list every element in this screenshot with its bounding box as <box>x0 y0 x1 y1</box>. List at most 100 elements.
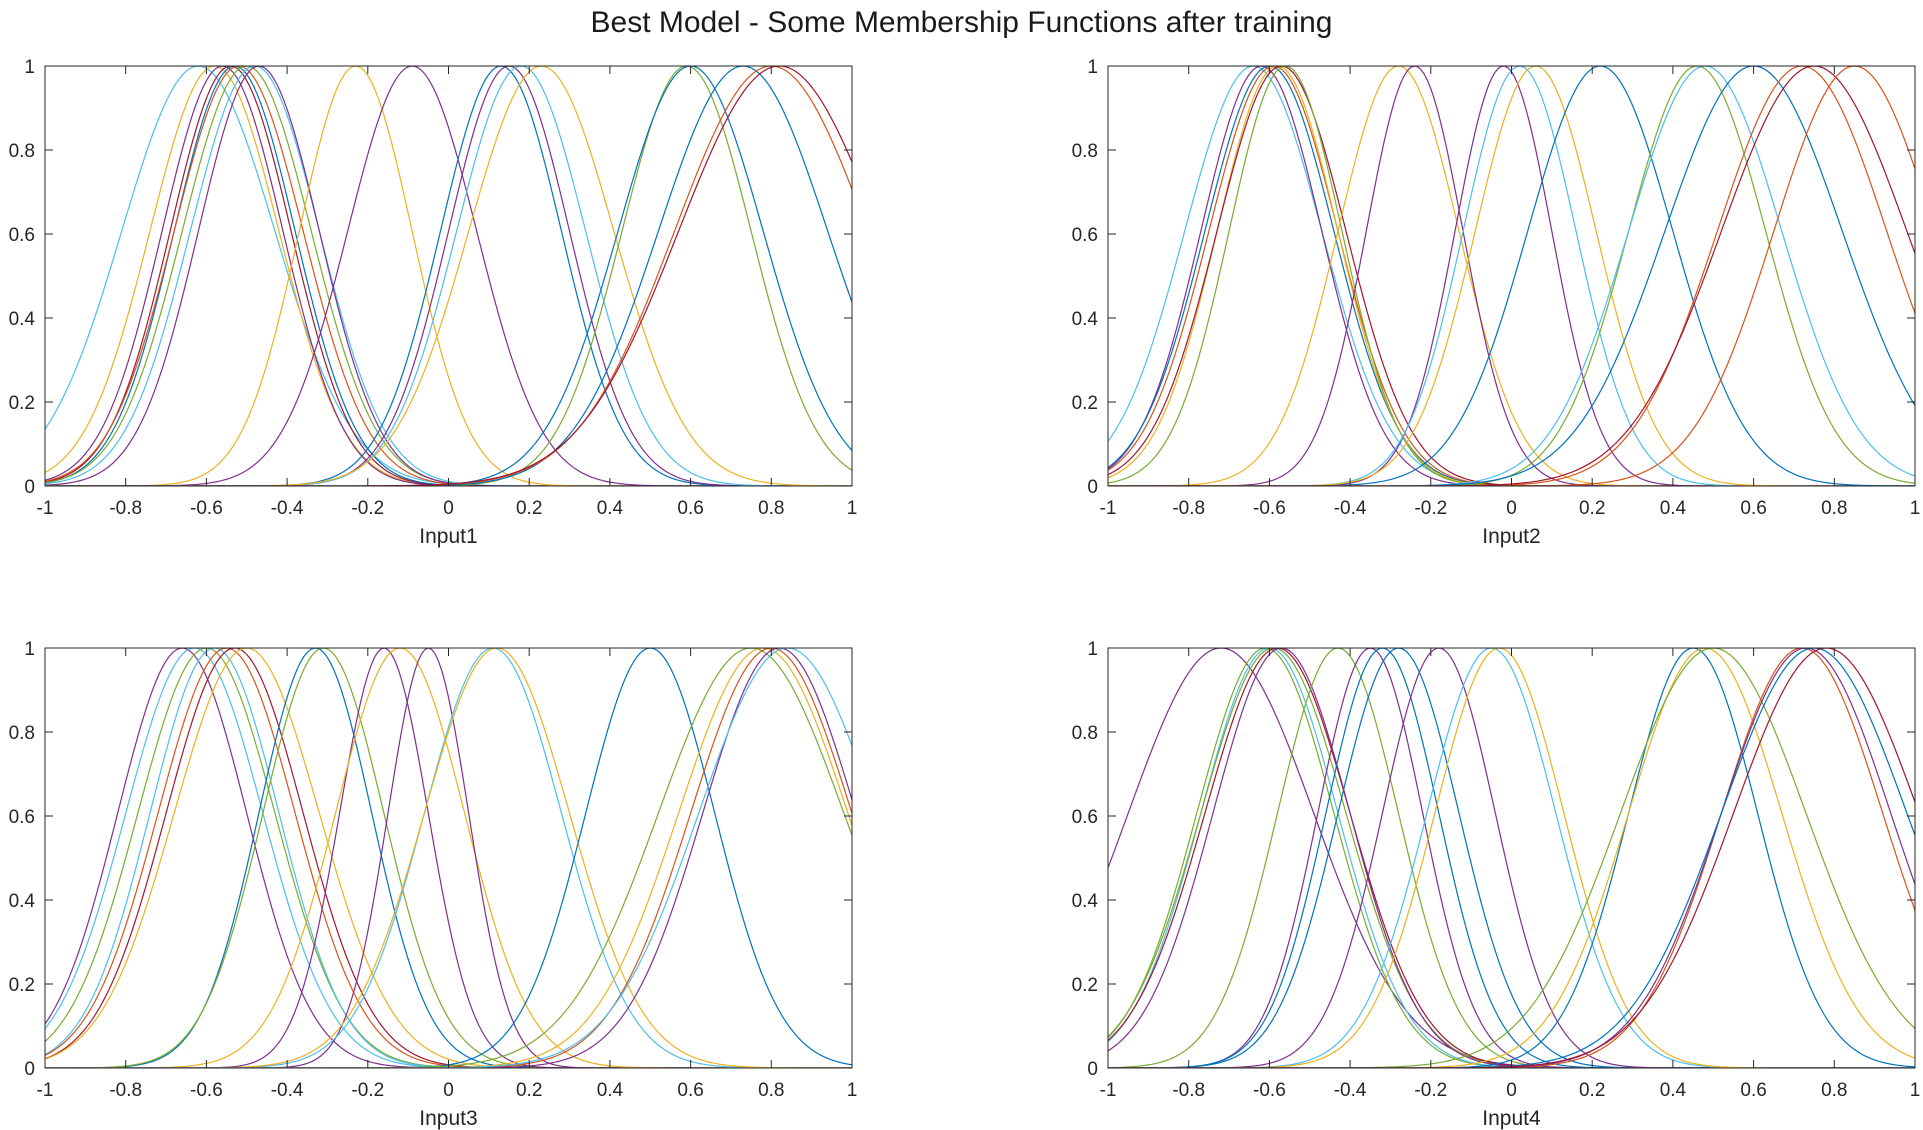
y-tick-label: 0.6 <box>1072 225 1098 246</box>
membership-curve <box>1108 66 1915 486</box>
membership-curve <box>45 648 852 1068</box>
subplot-2: -1 -0.8 -0.6 -0.4 -0.2 0 0.2 0.4 0.6 0.8 1 0 0.2 0.4 0… <box>1072 57 1921 548</box>
x-tick-label: -0.4 <box>271 498 304 519</box>
y-tick-label: 0.2 <box>1072 393 1098 414</box>
membership-curve <box>1108 648 1915 1068</box>
subplot-4: -1 -0.8 -0.6 -0.4 -0.2 0 0.2 0.4 0.6 0.8 1 0 0.2 0.4 0… <box>1072 639 1921 1130</box>
figure-title: Best Model - Some Membership Functions a… <box>590 6 1333 39</box>
subplot-1: -1 -0.8 -0.6 -0.4 -0.2 0 0.2 0.4 0.6 0.8 1 0 0.2 0.4 0… <box>9 57 858 548</box>
axes-box <box>1107 65 1916 487</box>
membership-curve <box>45 648 852 1068</box>
membership-curve <box>1108 648 1915 1068</box>
x-tick-label: 0 <box>1506 498 1517 519</box>
x-tick-label: -0.6 <box>190 1080 223 1101</box>
membership-curve <box>45 66 852 486</box>
y-tick-label: 0.4 <box>1072 891 1099 912</box>
membership-curve <box>45 648 852 1068</box>
x-tick-label: 1 <box>847 498 858 519</box>
axes-box <box>1107 647 1916 1069</box>
membership-curve <box>1108 66 1915 486</box>
membership-curve <box>1108 648 1915 1068</box>
axes-box <box>44 647 853 1069</box>
y-tick-label: 0.6 <box>9 225 35 246</box>
membership-curve <box>45 648 852 1068</box>
membership-curve <box>1108 66 1915 486</box>
x-tick-label: 0.4 <box>597 498 624 519</box>
membership-curve <box>45 66 852 486</box>
y-tick-label: 0 <box>1087 477 1098 498</box>
membership-curve <box>45 648 852 1068</box>
y-tick-label: 0 <box>24 477 35 498</box>
x-tick-label: -0.6 <box>190 498 223 519</box>
membership-curve <box>45 648 852 1068</box>
x-tick-label: -0.6 <box>1253 498 1286 519</box>
membership-curve <box>1108 648 1915 1068</box>
x-tick-label: 0.6 <box>1740 498 1766 519</box>
x-tick-label: 0.6 <box>677 1080 703 1101</box>
x-tick-label: -1 <box>37 1080 54 1101</box>
membership-curve <box>1108 648 1915 1068</box>
membership-curve <box>1108 648 1915 1068</box>
x-tick-label: -0.4 <box>271 1080 304 1101</box>
membership-curve <box>1108 66 1915 486</box>
x-tick-label: 0.8 <box>758 498 784 519</box>
membership-curve <box>1108 648 1915 1068</box>
membership-curve <box>1108 648 1915 1068</box>
membership-curve <box>1108 648 1915 1068</box>
y-tick-label: 0.4 <box>9 309 36 330</box>
x-tick-label: 0.2 <box>1579 498 1605 519</box>
y-tick-label: 0.8 <box>9 723 35 744</box>
x-tick-label: -1 <box>1100 1080 1117 1101</box>
x-tick-label: 0.8 <box>1821 1080 1847 1101</box>
x-tick-label: 0.2 <box>1579 1080 1605 1101</box>
y-tick-label: 0.2 <box>9 975 35 996</box>
x-tick-label: 0.8 <box>1821 498 1847 519</box>
y-tick-label: 0 <box>1087 1059 1098 1080</box>
membership-curve <box>45 648 852 1068</box>
membership-curve <box>1108 66 1915 486</box>
membership-curve <box>1108 66 1915 486</box>
x-axis-label: Input1 <box>419 525 477 548</box>
series-group <box>45 648 852 1068</box>
x-tick-label: -0.4 <box>1334 498 1367 519</box>
y-tick-label: 0.4 <box>1072 309 1099 330</box>
y-tick-label: 1 <box>1087 57 1098 78</box>
membership-curve <box>1108 648 1915 1068</box>
membership-curve <box>45 648 852 1068</box>
membership-curve <box>45 66 852 486</box>
x-tick-label: -0.8 <box>1172 1080 1205 1101</box>
y-tick-label: 0.8 <box>1072 723 1098 744</box>
membership-curve <box>1108 648 1915 1068</box>
y-tick-label: 0.4 <box>9 891 36 912</box>
membership-curve <box>45 648 852 1068</box>
y-tick-label: 1 <box>1087 639 1098 660</box>
membership-curve <box>45 648 852 1068</box>
membership-curve <box>45 66 852 486</box>
x-tick-label: 0 <box>1506 1080 1517 1101</box>
x-tick-label: -0.6 <box>1253 1080 1286 1101</box>
x-tick-label: -0.2 <box>1414 1080 1447 1101</box>
subplot-3: -1 -0.8 -0.6 -0.4 -0.2 0 0.2 0.4 0.6 0.8 1 0 0.2 0.4 0… <box>9 639 858 1130</box>
y-tick-label: 0.6 <box>9 807 35 828</box>
membership-curve <box>45 648 852 1068</box>
membership-curve <box>1108 648 1915 1068</box>
x-tick-label: 0.4 <box>1660 1080 1687 1101</box>
membership-curve <box>45 648 852 1068</box>
membership-curve <box>45 648 852 1068</box>
y-tick-label: 1 <box>24 639 35 660</box>
x-tick-label: 0.2 <box>516 498 542 519</box>
membership-curve <box>45 648 852 1068</box>
y-tick-label: 0.8 <box>9 141 35 162</box>
membership-curve <box>45 648 852 1068</box>
membership-curve <box>1108 66 1915 486</box>
membership-curve <box>1108 66 1915 486</box>
x-tick-label: -0.2 <box>1414 498 1447 519</box>
x-tick-label: -0.8 <box>109 498 142 519</box>
x-tick-label: 0.8 <box>758 1080 784 1101</box>
membership-curve <box>1108 66 1915 486</box>
x-tick-label: 0 <box>443 498 454 519</box>
x-tick-label: -0.8 <box>109 1080 142 1101</box>
membership-curve <box>1108 648 1915 1068</box>
membership-curve <box>45 648 852 1068</box>
x-tick-label: 1 <box>1910 1080 1921 1101</box>
